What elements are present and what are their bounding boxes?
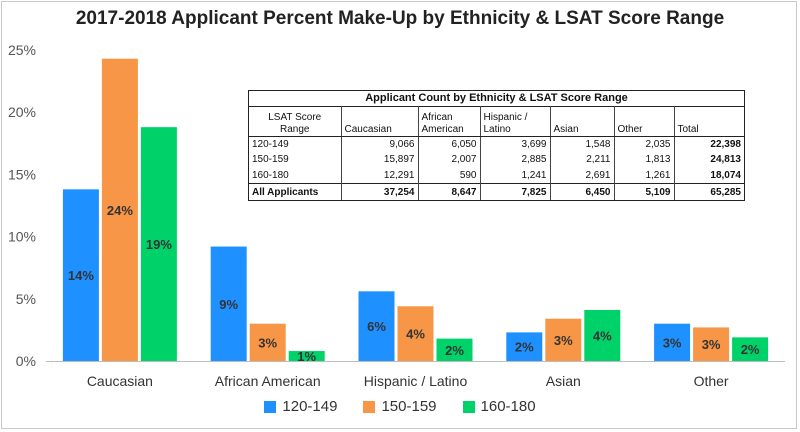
data-label: 24% (107, 203, 133, 218)
data-label: 4% (406, 327, 425, 342)
x-tick-label: African American (215, 373, 321, 389)
legend-swatch-150-159 (363, 400, 376, 413)
y-tick-label: 15% (8, 166, 36, 182)
data-label: 3% (663, 335, 682, 350)
legend-label: 120-149 (282, 398, 338, 415)
data-label: 3% (258, 335, 277, 350)
table-row: 120-149 9,066 6,050 3,699 1,548 2,035 22,398 (249, 136, 744, 153)
table-title: Applicant Count by Ethnicity & LSAT Scor… (249, 91, 744, 107)
bar (654, 323, 691, 361)
bar (140, 127, 177, 362)
y-tick-label: 10% (8, 229, 36, 245)
chart-title: 2017-2018 Applicant Percent Make-Up by E… (75, 8, 725, 29)
legend-label: 150-159 (381, 398, 437, 415)
legend-label: 160-180 (480, 398, 536, 415)
bar (62, 189, 99, 361)
bar (436, 338, 473, 361)
data-label: 2% (445, 343, 464, 358)
x-tick-label: Caucasian (87, 373, 153, 389)
bar (101, 58, 138, 361)
table-row: 150-159 15,897 2,007 2,885 2,211 1,813 24,813 (249, 152, 744, 168)
table-header-total: Total (674, 106, 744, 137)
table-header-hispanic: Hispanic / Latino (480, 106, 551, 137)
bar (210, 246, 247, 361)
table-header-african-american: African American (418, 106, 481, 137)
x-tick-label: Hispanic / Latino (364, 373, 468, 389)
data-label: 2% (515, 340, 534, 355)
data-label: 9% (219, 297, 238, 312)
chart-legend: 120-149 150-159 160-180 (0, 398, 800, 415)
legend-item: 150-159 (363, 398, 437, 415)
y-tick-label: 25% (8, 42, 36, 58)
bar (358, 291, 395, 361)
legend-swatch-160-180 (462, 400, 475, 413)
table-total-row: All Applicants 37,254 8,647 7,825 6,450 5,109… (249, 183, 744, 200)
data-label: 1% (297, 349, 316, 364)
data-label: 3% (554, 333, 573, 348)
data-label: 6% (367, 319, 386, 334)
legend-item: 120-149 (264, 398, 337, 415)
bar (584, 309, 621, 361)
data-label: 2% (741, 342, 760, 357)
table-header-asian: Asian (550, 106, 615, 137)
x-tick-label: Asian (546, 373, 581, 389)
bar (545, 318, 582, 361)
table-header-range: LSAT Score Range (249, 106, 342, 137)
legend-item: 160-180 (462, 398, 536, 415)
y-tick-label: 0% (16, 353, 36, 369)
bar (732, 337, 769, 361)
y-tick-label: 5% (16, 291, 36, 307)
bar (693, 327, 730, 361)
bar (288, 351, 325, 361)
bar (397, 306, 434, 361)
table-header-caucasian: Caucasian (341, 106, 419, 137)
data-label: 3% (702, 337, 721, 352)
bar (506, 332, 543, 361)
table-header-other: Other (614, 106, 675, 137)
bar (249, 323, 286, 361)
table-row: 160-180 12,291 590 1,241 2,691 1,261 18,074 (249, 167, 744, 184)
data-label: 14% (68, 268, 94, 283)
count-table: Applicant Count by Ethnicity & LSAT Scor… (248, 90, 745, 201)
data-label: 4% (593, 328, 612, 343)
x-tick-label: Other (694, 373, 729, 389)
data-label: 19% (146, 237, 172, 252)
y-tick-label: 20% (8, 104, 36, 120)
legend-swatch-120-149 (264, 400, 277, 413)
